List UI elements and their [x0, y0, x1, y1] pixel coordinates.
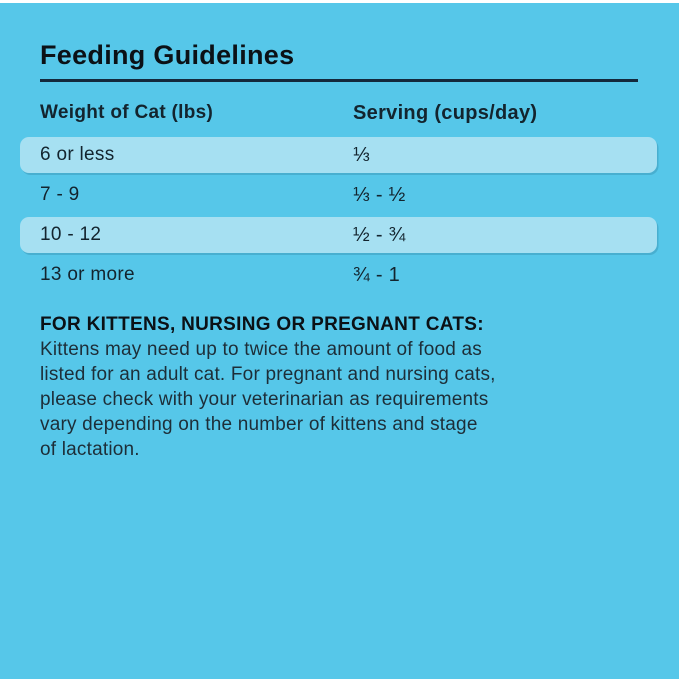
serving-cell: ¾ - 1	[353, 263, 401, 286]
serving-cell: ⅓	[353, 143, 370, 166]
table-row: 6 or less ⅓	[20, 137, 657, 173]
page-title: Feeding Guidelines	[40, 40, 295, 70]
kitten-notes-section: FOR KITTENS, NURSING OR PREGNANT CATS: K…	[40, 312, 645, 462]
notes-body: Kittens may need up to twice the amount …	[40, 339, 496, 460]
table-row: 13 or more ¾ - 1	[20, 257, 657, 293]
column-header-weight: Weight of Cat (lbs)	[40, 102, 214, 123]
table-row: 7 - 9 ⅓ - ½	[20, 177, 657, 213]
weight-cell: 13 or more	[40, 264, 135, 285]
weight-cell: 7 - 9	[40, 184, 80, 205]
weight-cell: 6 or less	[40, 144, 115, 165]
feeding-table: Weight of Cat (lbs) Serving (cups/day) 6…	[20, 95, 657, 293]
notes-heading: FOR KITTENS, NURSING OR PREGNANT CATS:	[40, 314, 484, 335]
table-header-row: Weight of Cat (lbs) Serving (cups/day)	[20, 95, 657, 131]
serving-cell: ⅓ - ½	[353, 183, 406, 206]
title-underline-rule	[40, 79, 638, 82]
weight-cell: 10 - 12	[40, 224, 102, 245]
serving-cell: ½ - ¾	[353, 223, 406, 246]
column-header-serving: Serving (cups/day)	[353, 101, 538, 124]
table-row: 10 - 12 ½ - ¾	[20, 217, 657, 253]
